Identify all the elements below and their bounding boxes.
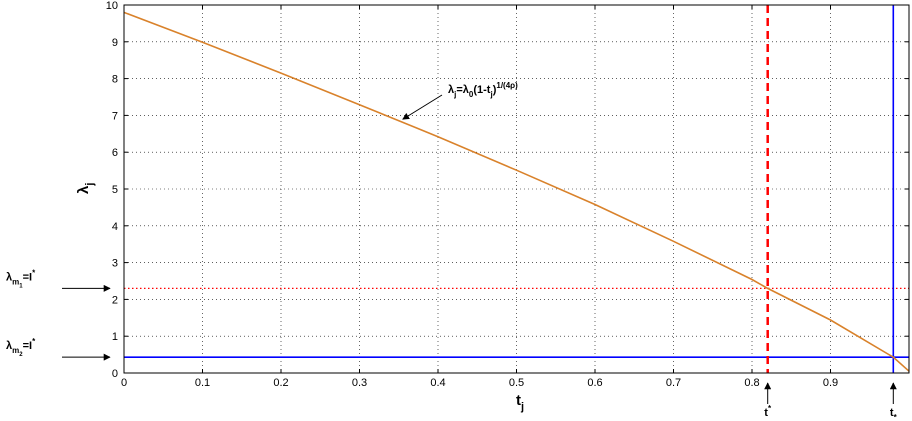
reference-label-vertical: t* <box>890 407 898 421</box>
x-tick-label: 0.8 <box>744 377 759 389</box>
reference-lines <box>124 5 909 373</box>
reference-label-horizontal: λm2=I* <box>6 337 36 358</box>
curve-formula-label: λj=λ0(1-tj)1/(4ρ) <box>448 81 518 99</box>
y-tick-label: 10 <box>106 0 118 12</box>
y-axis-label: λj <box>75 183 96 194</box>
y-tick-label: 2 <box>112 294 118 306</box>
x-axis-label: tj <box>516 392 524 413</box>
x-tick-label: 0.7 <box>666 377 681 389</box>
curve-annotation-arrow <box>402 94 443 120</box>
x-tick-label: 0.2 <box>273 377 288 389</box>
grid <box>124 5 909 373</box>
reference-label-horizontal: λm1=I* <box>6 268 36 289</box>
x-tick-label: 0.4 <box>430 377 445 389</box>
y-tick-label: 6 <box>112 147 118 159</box>
y-tick-label: 4 <box>112 221 118 233</box>
x-tick-label: 0.3 <box>352 377 367 389</box>
x-tick-label: 0.9 <box>823 377 838 389</box>
x-tick-label: 0.5 <box>509 377 524 389</box>
annotations: tj λj λj=λ0(1-tj)1/(4ρ) λm1=I* λm2=I* t* t* <box>6 81 898 421</box>
x-tick-label: 0.1 <box>195 377 210 389</box>
y-tick-label: 5 <box>112 184 118 196</box>
y-tick-label: 7 <box>112 110 118 122</box>
series-line <box>123 11 910 372</box>
series-layer <box>123 11 910 372</box>
y-tick-label: 3 <box>112 258 118 270</box>
y-tick-label: 0 <box>112 368 118 380</box>
y-tick-label: 9 <box>112 37 118 49</box>
x-tick-label: 0.6 <box>587 377 602 389</box>
reference-label-vertical: t* <box>764 404 772 419</box>
y-tick-label: 8 <box>112 74 118 86</box>
y-tick-label: 1 <box>112 331 118 343</box>
x-tick-label: 0 <box>121 377 127 389</box>
axis-ticks: 0 0.1 0.2 0.3 0.4 0.5 0.6 0.7 0.8 0.9 0 1 2 3 4 5 6 7 8 9 10 <box>106 0 909 389</box>
